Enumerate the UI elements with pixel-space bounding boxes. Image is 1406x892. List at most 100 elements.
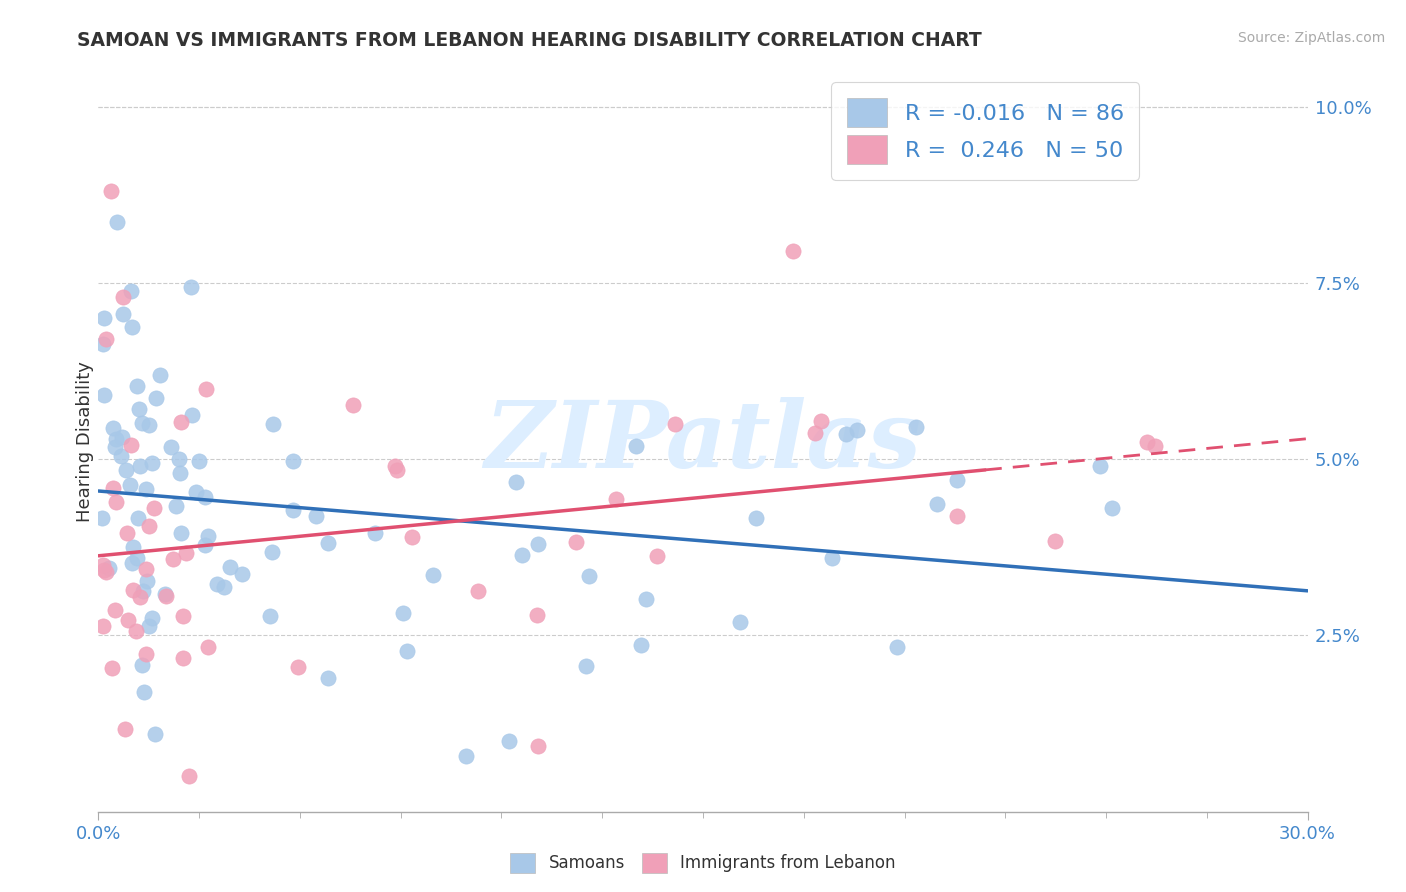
Point	[134, 684, 156, 698]
Point	[645, 549, 668, 564]
Point	[281, 503, 304, 517]
Point	[136, 574, 159, 588]
Point	[804, 426, 827, 441]
Point	[925, 497, 948, 511]
Text: Source: ZipAtlas.com: Source: ZipAtlas.com	[1237, 31, 1385, 45]
Point	[318, 536, 340, 550]
Point	[172, 650, 194, 665]
Point	[782, 244, 804, 259]
Point	[835, 427, 858, 442]
Point	[138, 519, 160, 533]
Text: SAMOAN VS IMMIGRANTS FROM LEBANON HEARING DISABILITY CORRELATION CHART: SAMOAN VS IMMIGRANTS FROM LEBANON HEARIN…	[77, 31, 981, 50]
Point	[149, 368, 172, 382]
Point	[578, 569, 600, 583]
Point	[111, 430, 134, 444]
Point	[91, 511, 114, 525]
Point	[172, 609, 194, 624]
Point	[904, 419, 927, 434]
Legend: Samoans, Immigrants from Lebanon: Samoans, Immigrants from Lebanon	[503, 847, 903, 880]
Point	[169, 466, 191, 480]
Point	[128, 402, 150, 417]
Point	[396, 644, 419, 658]
Point	[170, 526, 193, 541]
Point	[305, 508, 328, 523]
Point	[101, 661, 124, 675]
Point	[141, 611, 163, 625]
Point	[110, 449, 132, 463]
Point	[231, 566, 253, 581]
Point	[169, 415, 191, 429]
Point	[1043, 533, 1066, 548]
Point	[505, 475, 527, 489]
Point	[121, 556, 143, 570]
Text: ZIPatlas: ZIPatlas	[485, 397, 921, 486]
Point	[138, 418, 160, 433]
Point	[101, 420, 124, 434]
Point	[135, 562, 157, 576]
Point	[145, 391, 167, 405]
Point	[143, 500, 166, 515]
Point	[129, 459, 152, 474]
Point	[526, 607, 548, 622]
Point	[112, 307, 135, 321]
Point	[94, 565, 117, 579]
Point	[510, 548, 533, 562]
Point	[179, 769, 201, 783]
Point	[821, 550, 844, 565]
Point	[498, 734, 520, 748]
Point	[115, 526, 138, 541]
Point	[630, 638, 652, 652]
Point	[162, 551, 184, 566]
Point	[728, 615, 751, 630]
Legend: R = -0.016   N = 86, R =  0.246   N = 50: R = -0.016 N = 86, R = 0.246 N = 50	[831, 82, 1139, 179]
Point	[131, 658, 153, 673]
Point	[467, 584, 489, 599]
Point	[122, 583, 145, 598]
Point	[186, 485, 208, 500]
Point	[93, 558, 115, 572]
Point	[97, 561, 120, 575]
Point	[122, 540, 145, 554]
Point	[946, 473, 969, 487]
Point	[565, 534, 588, 549]
Point	[318, 671, 340, 685]
Point	[384, 458, 406, 473]
Point	[155, 589, 177, 603]
Point	[946, 508, 969, 523]
Point	[219, 559, 242, 574]
Point	[664, 417, 686, 431]
Point	[262, 417, 284, 431]
Point	[132, 583, 155, 598]
Point	[101, 481, 124, 495]
Point	[111, 290, 134, 304]
Point	[114, 463, 136, 477]
Point	[745, 511, 768, 525]
Point	[385, 463, 408, 477]
Point	[117, 613, 139, 627]
Point	[121, 284, 143, 298]
Point	[125, 551, 148, 566]
Point	[342, 398, 364, 412]
Point	[197, 528, 219, 542]
Point	[634, 591, 657, 606]
Point	[93, 337, 115, 351]
Point	[120, 438, 142, 452]
Point	[138, 619, 160, 633]
Point	[174, 546, 197, 560]
Point	[105, 494, 128, 508]
Point	[527, 537, 550, 551]
Point	[180, 279, 202, 293]
Point	[886, 640, 908, 655]
Point	[107, 215, 129, 229]
Point	[131, 416, 153, 430]
Point	[194, 491, 217, 505]
Point	[364, 526, 387, 541]
Point	[180, 409, 202, 423]
Point	[392, 606, 415, 620]
Point	[1136, 435, 1159, 450]
Point	[810, 415, 832, 429]
Point	[194, 538, 217, 552]
Point	[114, 722, 136, 736]
Point	[96, 332, 118, 346]
Point	[129, 590, 152, 604]
